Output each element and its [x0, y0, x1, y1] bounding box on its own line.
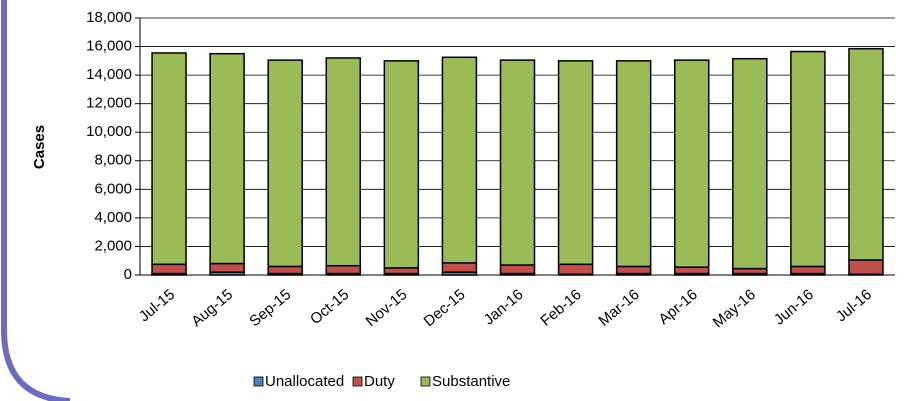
x-tick-label: Oct-15	[307, 286, 352, 328]
bar-segment	[848, 47, 884, 261]
bar-segment	[151, 52, 187, 266]
bar-segment	[209, 262, 245, 273]
x-tick-label: Apr-16	[655, 286, 700, 328]
x-tick-label: Jul-15	[136, 286, 178, 325]
y-tick-label: 2,000	[94, 237, 132, 254]
y-tick-label: 4,000	[94, 209, 132, 226]
x-tick-label: Jun-16	[771, 286, 817, 329]
x-tick-label: Sep-15	[246, 286, 294, 330]
bar-segment	[790, 50, 826, 268]
x-tick-label: Jul-16	[833, 286, 875, 325]
frame-border	[1, 0, 71, 401]
bar-segment	[557, 60, 594, 266]
y-tick-label: 16,000	[86, 38, 132, 55]
y-axis-label: Cases	[31, 125, 48, 169]
x-tick-label: May-16	[710, 286, 759, 331]
y-tick-label: 8,000	[94, 152, 132, 169]
bar-segment	[557, 263, 594, 276]
x-tick-label: Nov-15	[362, 286, 410, 330]
bar-segment	[383, 60, 420, 269]
bar-segment	[790, 265, 826, 275]
bar-segment	[267, 265, 303, 275]
bar-segment	[615, 60, 652, 268]
bar-segment	[325, 264, 362, 275]
legend-label: Substantive	[432, 373, 510, 390]
bar-segment	[673, 266, 710, 275]
y-tick-label: 14,000	[86, 66, 132, 83]
bar-segment	[673, 59, 710, 268]
bar-segment	[499, 59, 536, 266]
bar-segment	[441, 262, 478, 273]
bar-segment	[499, 264, 536, 275]
bar-segment	[615, 265, 652, 275]
bar-segment	[209, 52, 245, 265]
bar-segment	[848, 259, 884, 276]
y-tick-label: 12,000	[86, 95, 132, 112]
legend-swatch	[253, 376, 264, 387]
bar-segment	[267, 59, 303, 268]
bar-segment	[383, 267, 420, 275]
bar-segment	[732, 57, 768, 270]
legend-label: Unallocated	[265, 373, 344, 390]
y-tick-label: 10,000	[86, 123, 132, 140]
x-tick-label: Jan-16	[481, 286, 527, 329]
legend-swatch	[352, 376, 363, 387]
bar-segment	[151, 263, 187, 275]
bar-segment	[325, 57, 362, 267]
x-tick-label: Feb-16	[537, 286, 584, 330]
x-tick-label: Dec-15	[421, 286, 469, 330]
bar-segment	[441, 56, 478, 264]
x-tick-label: Mar-16	[595, 286, 642, 330]
y-tick-label: 0	[124, 266, 132, 283]
y-tick-label: 6,000	[94, 180, 132, 197]
legend-label: Duty	[364, 373, 395, 390]
x-tick-label: Aug-15	[188, 286, 236, 330]
y-tick-label: 18,000	[86, 9, 132, 26]
legend-swatch	[420, 376, 431, 387]
